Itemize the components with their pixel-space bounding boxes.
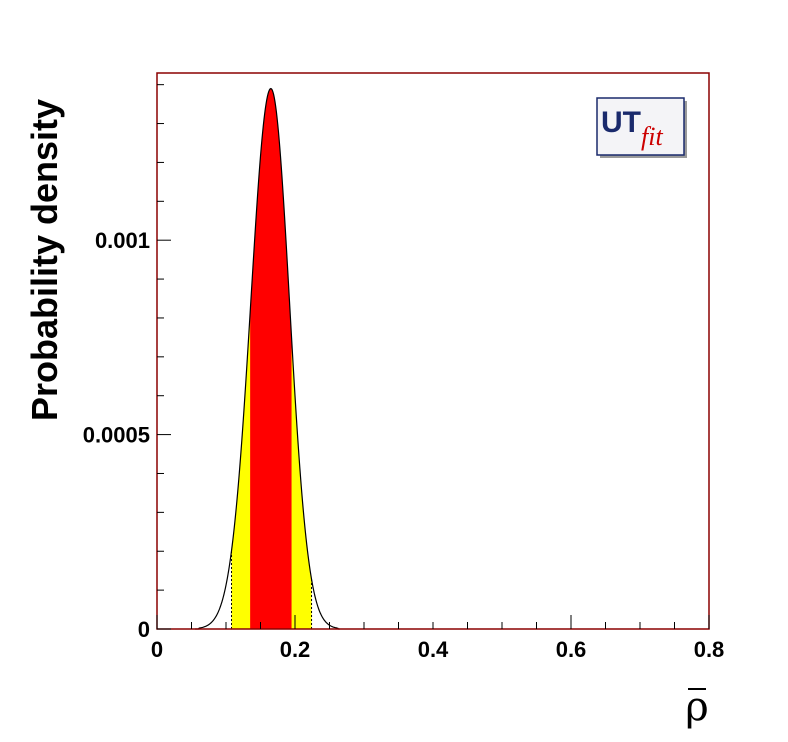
y-tick-label: 0 bbox=[138, 617, 150, 642]
density-curve bbox=[194, 87, 340, 630]
y-tick-label: 0.001 bbox=[95, 228, 150, 253]
x-axis-title: ρ bbox=[685, 684, 709, 730]
x-axis-symbol: ρ bbox=[685, 684, 709, 730]
y-tick-label: 0.0005 bbox=[83, 423, 150, 448]
y-axis-title: Probability density bbox=[24, 99, 65, 421]
y-ticks: 0 0.0005 0.001 bbox=[83, 84, 171, 642]
x-tick-label: 0.6 bbox=[556, 637, 587, 662]
plot-fills bbox=[231, 88, 312, 630]
x-tick-label: 0.8 bbox=[694, 637, 725, 662]
x-tick-label: 0.4 bbox=[418, 637, 449, 662]
x-tick-label: 0 bbox=[151, 637, 163, 662]
x-tick-label: 0.2 bbox=[280, 637, 311, 662]
logo-fit-text: fit bbox=[641, 122, 663, 151]
region-fill-1 bbox=[250, 88, 292, 630]
region-boundaries bbox=[231, 550, 313, 629]
x-ticks: 0 0.2 0.4 0.6 0.8 bbox=[151, 615, 724, 662]
logo-ut-text: UT bbox=[601, 106, 641, 139]
utfit-logo: UT fit bbox=[596, 97, 687, 158]
